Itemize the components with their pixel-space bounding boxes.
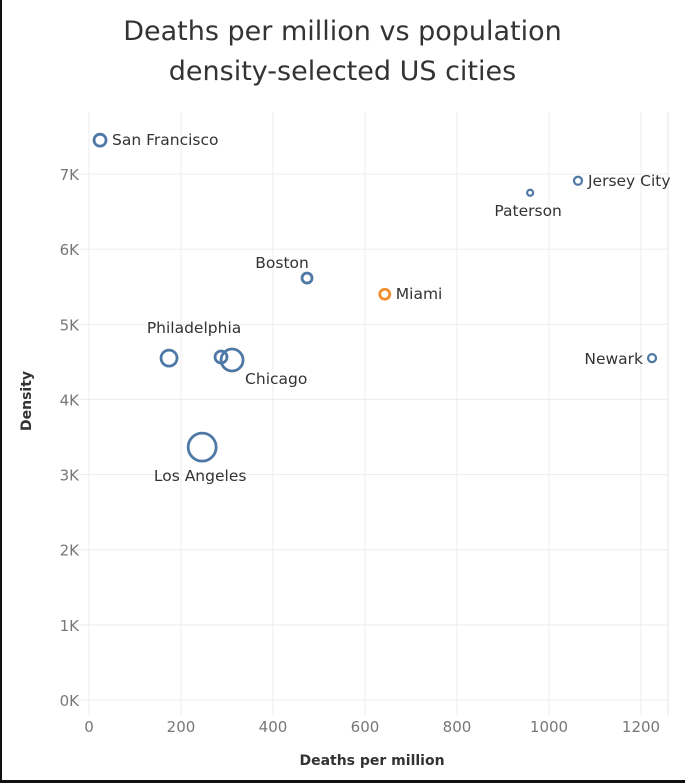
- point-labels: San Francisco Jersey City Paterson Boston Mi…: [112, 131, 671, 485]
- grid: [75, 112, 669, 715]
- chart-title-line-2: density-selected US cities: [168, 56, 517, 87]
- x-tick-label: 400: [259, 718, 288, 736]
- point-label: Paterson: [494, 202, 562, 220]
- y-tick-label: 7K: [60, 166, 81, 184]
- point-label: San Francisco: [112, 131, 218, 149]
- y-tick-label: 2K: [60, 542, 81, 560]
- data-point[interactable]: [378, 287, 392, 301]
- data-point[interactable]: [300, 271, 314, 285]
- x-axis-title: Deaths per million: [299, 753, 444, 769]
- data-point[interactable]: [646, 353, 658, 364]
- data-point[interactable]: [159, 348, 179, 368]
- x-tick-label: 0: [84, 718, 94, 736]
- y-axis-title: Density: [19, 371, 35, 431]
- y-tick-label: 3K: [60, 467, 81, 485]
- data-points: [92, 132, 658, 463]
- y-tick-label: 6K: [60, 241, 81, 259]
- point-label: Miami: [396, 285, 443, 303]
- y-axis-ticks: 0K 1K 2K 3K 4K 5K 6K 7K: [60, 166, 81, 710]
- x-axis-ticks: 0 200 400 600 800 1000 1200: [84, 718, 660, 736]
- x-tick-label: 600: [351, 718, 380, 736]
- point-label: Chicago: [245, 370, 307, 388]
- data-point[interactable]: [186, 431, 218, 463]
- data-point[interactable]: [526, 188, 535, 197]
- point-label: Boston: [255, 254, 309, 272]
- point-label: Jersey City: [587, 172, 671, 190]
- data-point[interactable]: [219, 347, 245, 373]
- point-label: Newark: [584, 350, 643, 368]
- x-tick-label: 1200: [622, 718, 660, 736]
- chart-title-line-1: Deaths per million vs population: [123, 16, 562, 47]
- chart-title: Deaths per million vs population density…: [0, 12, 685, 92]
- data-point[interactable]: [92, 132, 108, 148]
- y-tick-label: 1K: [60, 617, 81, 635]
- y-tick-label: 4K: [60, 391, 81, 409]
- point-label: Philadelphia: [147, 319, 241, 337]
- x-tick-label: 1000: [530, 718, 568, 736]
- point-label: Los Angeles: [154, 467, 247, 485]
- y-tick-label: 5K: [60, 316, 81, 334]
- y-tick-label: 0K: [60, 692, 81, 710]
- x-tick-label: 800: [443, 718, 472, 736]
- x-tick-label: 200: [167, 718, 196, 736]
- data-point[interactable]: [572, 175, 584, 186]
